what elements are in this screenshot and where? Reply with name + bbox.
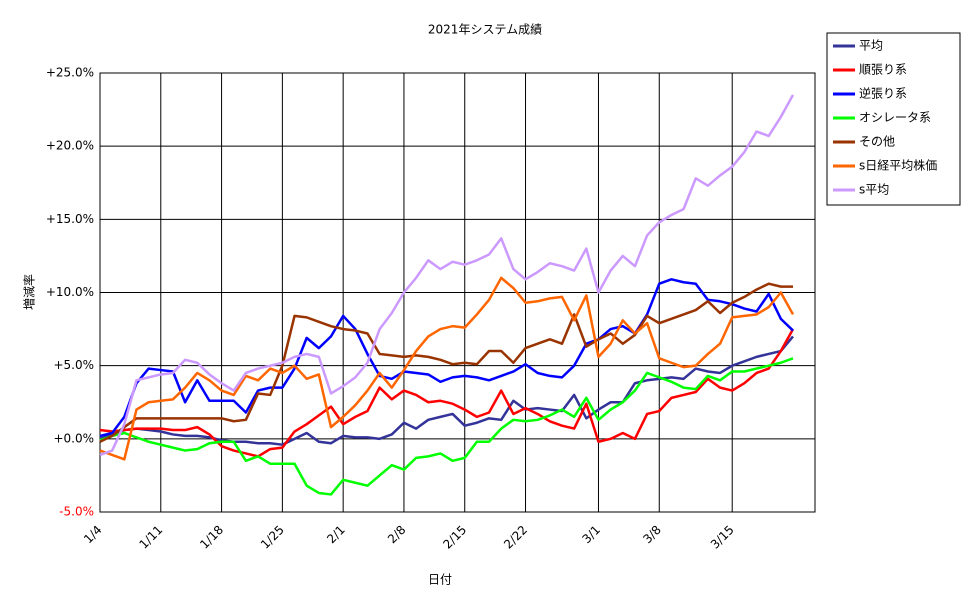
legend-label: 平均	[859, 39, 883, 53]
legend-label: s日経平均株価	[859, 158, 937, 173]
series-line	[99, 282, 793, 443]
y-tick-label: +5.0%	[53, 358, 94, 372]
chart-title: 2021年システム成績	[428, 23, 542, 37]
series-line	[99, 94, 795, 457]
y-tick-label: +0.0%	[53, 431, 94, 445]
y-tick-label: -5.0%	[59, 505, 94, 519]
series-line	[99, 278, 794, 438]
x-tick-label: 3/8	[640, 523, 664, 547]
x-tick-label: 3/1	[580, 523, 604, 547]
x-tick-label: 1/4	[81, 523, 105, 547]
y-tick-label: +25.0%	[46, 66, 94, 80]
legend-label: 逆張り系	[859, 86, 907, 101]
x-tick-label: 2/15	[440, 523, 469, 552]
series-line	[99, 357, 794, 496]
x-tick-label: 1/18	[197, 523, 226, 552]
x-tick-label: 1/25	[258, 523, 287, 552]
legend-label: その他	[859, 135, 895, 149]
x-tick-label: 3/15	[708, 523, 737, 552]
y-tick-label: +20.0%	[46, 139, 94, 153]
x-tick-label: 2/8	[385, 523, 409, 547]
y-tick-label: +15.0%	[46, 212, 94, 226]
series-line	[99, 276, 795, 461]
plot-border	[99, 72, 816, 513]
legend-label: s平均	[859, 183, 889, 197]
series-line	[99, 328, 795, 458]
y-tick-label: +10.0%	[46, 285, 94, 299]
legend-label: 順張り系	[859, 63, 907, 77]
x-tick-label: 2/22	[501, 523, 530, 552]
x-tick-label: 2/1	[324, 523, 348, 547]
x-axis-label: 日付	[428, 573, 452, 587]
legend-label: オシレータ系	[859, 111, 931, 125]
x-tick-label: 1/11	[136, 523, 165, 552]
y-axis-label: 増減率	[22, 274, 37, 310]
